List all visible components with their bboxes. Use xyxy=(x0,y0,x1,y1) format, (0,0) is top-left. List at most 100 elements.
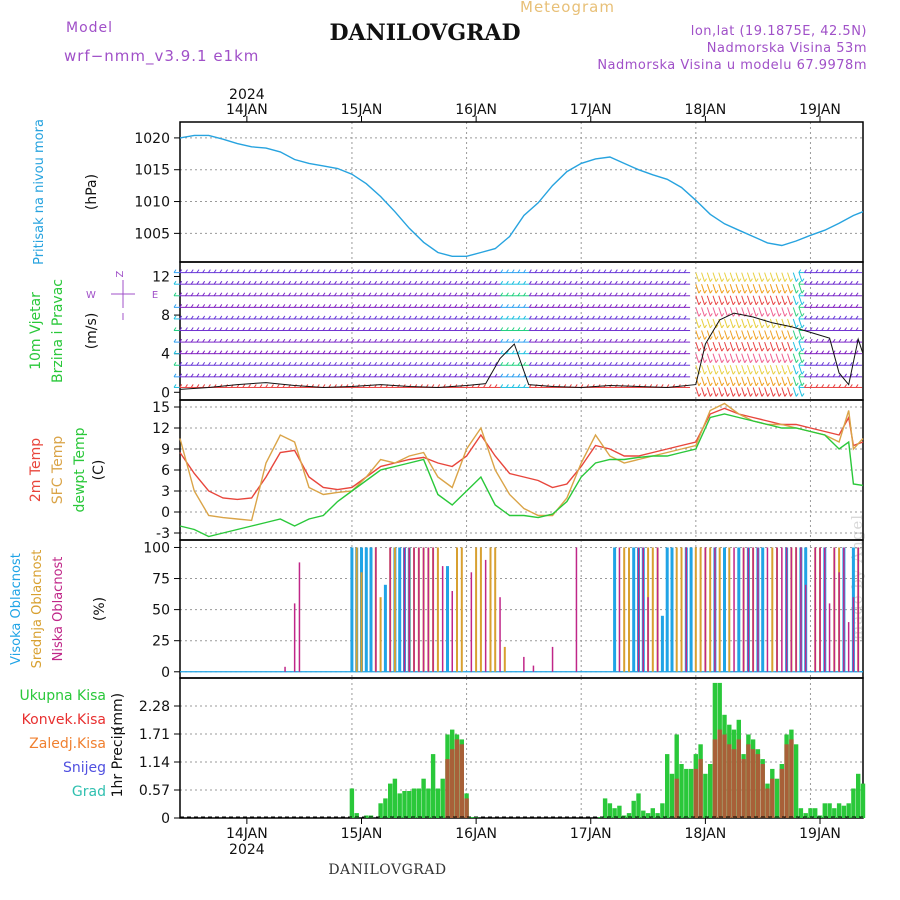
mid-cloud-bar xyxy=(628,547,630,672)
convective-rain-bar xyxy=(770,778,775,818)
total-rain-bar xyxy=(860,783,866,818)
legend-hail: Grad xyxy=(72,784,106,800)
low-cloud-bar xyxy=(714,547,716,672)
high-cloud-bar xyxy=(350,547,354,672)
low-cloud-bar xyxy=(742,547,745,672)
total-rain-bar xyxy=(684,768,689,818)
precip-unit: (mm) xyxy=(110,693,126,731)
low-cloud-bar xyxy=(838,572,840,672)
wind-label: 10m Vjetar xyxy=(28,292,44,370)
y-tick-label: 3 xyxy=(161,484,170,500)
total-rain-bar xyxy=(645,813,651,818)
low-cloud-bar xyxy=(857,547,859,672)
legend-snow: Snijeg xyxy=(63,760,106,776)
low-cloud-bar xyxy=(532,665,535,672)
total-rain-bar xyxy=(856,773,861,818)
total-rain-bar xyxy=(679,764,684,818)
low-cloud-bar xyxy=(413,547,415,672)
compass-west: W xyxy=(86,290,96,301)
total-rain-bar xyxy=(378,803,383,818)
low-cloud-bar xyxy=(766,547,769,672)
precip-label: 1hr Precip xyxy=(110,727,126,798)
convective-rain-bar xyxy=(741,759,746,818)
y-tick-label: 1.71 xyxy=(139,727,170,743)
y-tick-label: 6 xyxy=(161,463,170,479)
low-cloud-bar xyxy=(814,547,816,672)
mid-cloud-bar xyxy=(651,547,654,672)
total-rain-bar xyxy=(397,793,402,818)
total-rain-bar xyxy=(846,803,851,818)
mid-cloud-bar xyxy=(489,547,492,672)
total-rain-bar xyxy=(392,778,398,818)
total-rain-bar xyxy=(349,788,355,818)
y-tick-label: 1.14 xyxy=(139,755,170,771)
convective-rain-bar xyxy=(765,788,770,818)
compass-south: I xyxy=(122,312,125,323)
legend-total-rain: Ukupna Kisa xyxy=(19,688,106,704)
high-cloud-bar xyxy=(670,547,674,672)
low-cloud-bar xyxy=(852,597,855,672)
low-cloud-bar xyxy=(298,562,301,672)
model-label: Model xyxy=(66,20,114,36)
coordinates-text: lon,lat (19.1875E, 42.5N) xyxy=(690,24,867,39)
y-tick-label: 0.57 xyxy=(139,783,170,799)
mid-cloud-bar xyxy=(456,547,458,672)
high-cloud-bar xyxy=(613,547,617,672)
total-rain-bar xyxy=(354,813,359,818)
total-rain-bar xyxy=(793,744,799,818)
mid-cloud-bar xyxy=(699,547,702,672)
y-tick-label: -3 xyxy=(156,526,170,542)
mid-cloud-bar xyxy=(494,547,497,672)
x-tick-label-top: 18JAN xyxy=(685,102,727,118)
total-rain-bar xyxy=(836,803,842,818)
y-tick-label: 50 xyxy=(152,603,170,619)
y-tick-label: 0 xyxy=(161,505,170,521)
mid-cloud-bar xyxy=(460,547,463,672)
sfc-temp-line xyxy=(179,402,864,522)
total-rain-bar xyxy=(435,788,441,818)
convective-rain-bar xyxy=(445,759,450,818)
convective-rain-bar xyxy=(760,764,765,818)
low-cloud-bar xyxy=(427,547,430,672)
convective-rain-bar xyxy=(698,759,703,818)
y-tick-label: 1020 xyxy=(134,131,170,147)
high-cloud-label: Visoka Oblacnost xyxy=(9,553,24,665)
total-rain-bar xyxy=(798,808,804,818)
low-cloud-bar xyxy=(470,572,473,672)
convective-rain-bar xyxy=(750,749,756,818)
low-cloud-bar xyxy=(819,547,821,672)
y-tick-label: 12 xyxy=(152,421,170,437)
low-cloud-bar xyxy=(704,547,707,672)
low-cloud-bar xyxy=(575,547,578,672)
low-cloud-bar xyxy=(375,547,377,672)
high-cloud-bar xyxy=(383,584,387,672)
x-tick-label-top: 19JAN xyxy=(799,102,841,118)
cloud-unit: (%) xyxy=(92,597,108,621)
x-tick-label-bottom: 15JAN xyxy=(341,826,383,842)
y-tick-label: 12 xyxy=(152,269,170,285)
page-title: DANILOVGRAD xyxy=(329,20,521,46)
x-tick-label-top: 14JAN xyxy=(226,102,268,118)
mid-cloud-bar xyxy=(360,572,363,672)
wind-direction-label: Brzina i Pravac xyxy=(50,279,66,383)
total-rain-bar xyxy=(636,793,641,818)
total-rain-bar xyxy=(822,803,827,818)
convective-rain-bar xyxy=(789,739,794,818)
low-cloud-bar xyxy=(757,547,759,672)
low-cloud-bar xyxy=(781,547,783,672)
total-rain-bar xyxy=(631,800,636,818)
total-rain-bar xyxy=(703,773,708,818)
high-cloud-bar xyxy=(665,547,669,672)
low-cloud-bar xyxy=(441,566,444,672)
high-cloud-bar xyxy=(761,547,765,672)
wind-speed-line xyxy=(179,312,864,390)
low-cloud-bar xyxy=(795,547,797,672)
total-rain-bar xyxy=(708,764,713,818)
total-rain-bar xyxy=(808,808,813,818)
low-cloud-bar xyxy=(642,547,644,672)
low-cloud-bar xyxy=(418,547,420,672)
mid-cloud-bar xyxy=(355,547,358,672)
low-cloud-bar xyxy=(828,603,831,672)
low-cloud-bar xyxy=(776,547,778,672)
y-tick-label: 15 xyxy=(152,400,170,416)
